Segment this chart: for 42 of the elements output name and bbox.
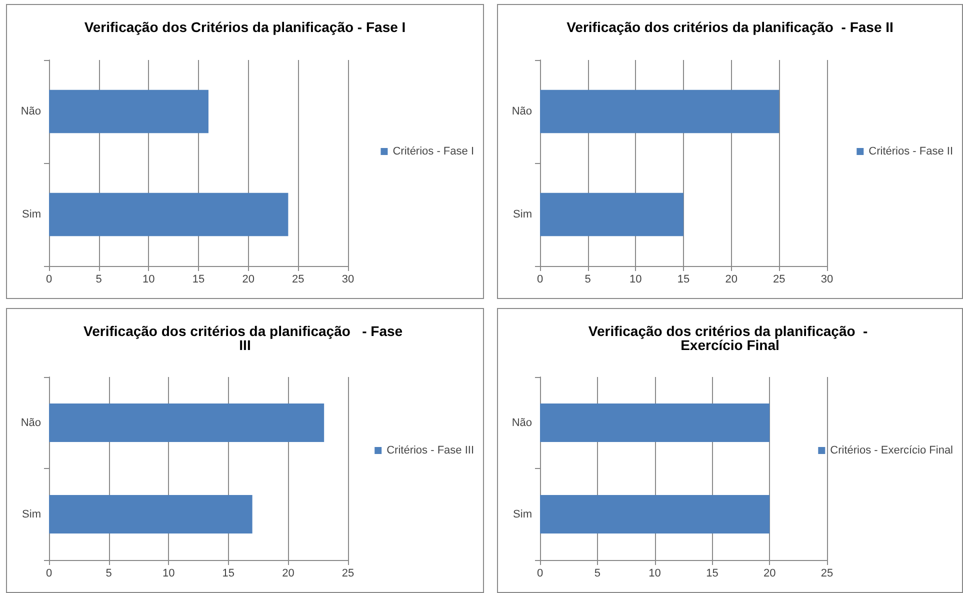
x-tick-label: 15 xyxy=(706,568,718,580)
x-tick-label: 10 xyxy=(648,568,661,580)
x-tick-label: 5 xyxy=(594,568,600,580)
legend-label: Critérios - Fase I xyxy=(392,146,474,158)
y-tick-label: Não xyxy=(20,106,41,118)
legend-label: Critérios - Fase III xyxy=(386,444,474,456)
x-tick-label: 5 xyxy=(106,568,112,580)
y-tick-label: Sim xyxy=(22,208,41,220)
y-tick-label: Sim xyxy=(22,508,41,520)
x-tick-label: 5 xyxy=(584,274,591,286)
chart-title: Verificação dos critérios da planificação - Fase II xyxy=(566,19,894,35)
x-tick-label: 10 xyxy=(630,274,642,286)
x-tick-label: 0 xyxy=(536,568,544,580)
legend-label: Critérios - Fase II xyxy=(868,146,954,158)
x-tick-label: 30 xyxy=(342,274,354,286)
x-tick-label: 25 xyxy=(773,274,786,286)
legend-label: Critérios - Exercício Final xyxy=(830,444,953,456)
chart-title: Verificação dos critérios da planificação - Fase III xyxy=(84,323,406,353)
x-tick-label: 5 xyxy=(96,274,102,286)
x-tick-label: 25 xyxy=(342,568,354,580)
y-tick-label: Sim xyxy=(513,508,532,520)
x-tick-label: 20 xyxy=(242,274,254,286)
x-tick-label: 10 xyxy=(142,274,155,286)
chart-title: Verificação dos critérios da planificação - Exercício Final xyxy=(588,323,872,353)
x-tick-label: 15 xyxy=(222,568,235,580)
x-tick-label: 25 xyxy=(292,274,304,286)
x-tick-label: 0 xyxy=(536,274,544,286)
y-tick-label: Não xyxy=(512,106,532,118)
x-tick-label: 30 xyxy=(820,274,834,286)
x-tick-label: 0 xyxy=(46,274,52,286)
x-tick-label: 0 xyxy=(46,568,52,580)
x-tick-label: 25 xyxy=(820,568,834,580)
x-tick-label: 20 xyxy=(282,568,294,580)
x-tick-label: 20 xyxy=(725,274,738,286)
y-tick-label: Não xyxy=(20,416,41,429)
x-tick-label: 20 xyxy=(763,568,776,580)
y-tick-label: Sim xyxy=(513,208,532,220)
x-tick-label: 15 xyxy=(192,274,205,286)
y-tick-label: Não xyxy=(512,416,532,429)
x-tick-label: 15 xyxy=(677,274,690,286)
chart-title: Verificação dos Critérios da planificação - Fase I xyxy=(84,19,406,35)
x-tick-label: 10 xyxy=(162,568,175,580)
